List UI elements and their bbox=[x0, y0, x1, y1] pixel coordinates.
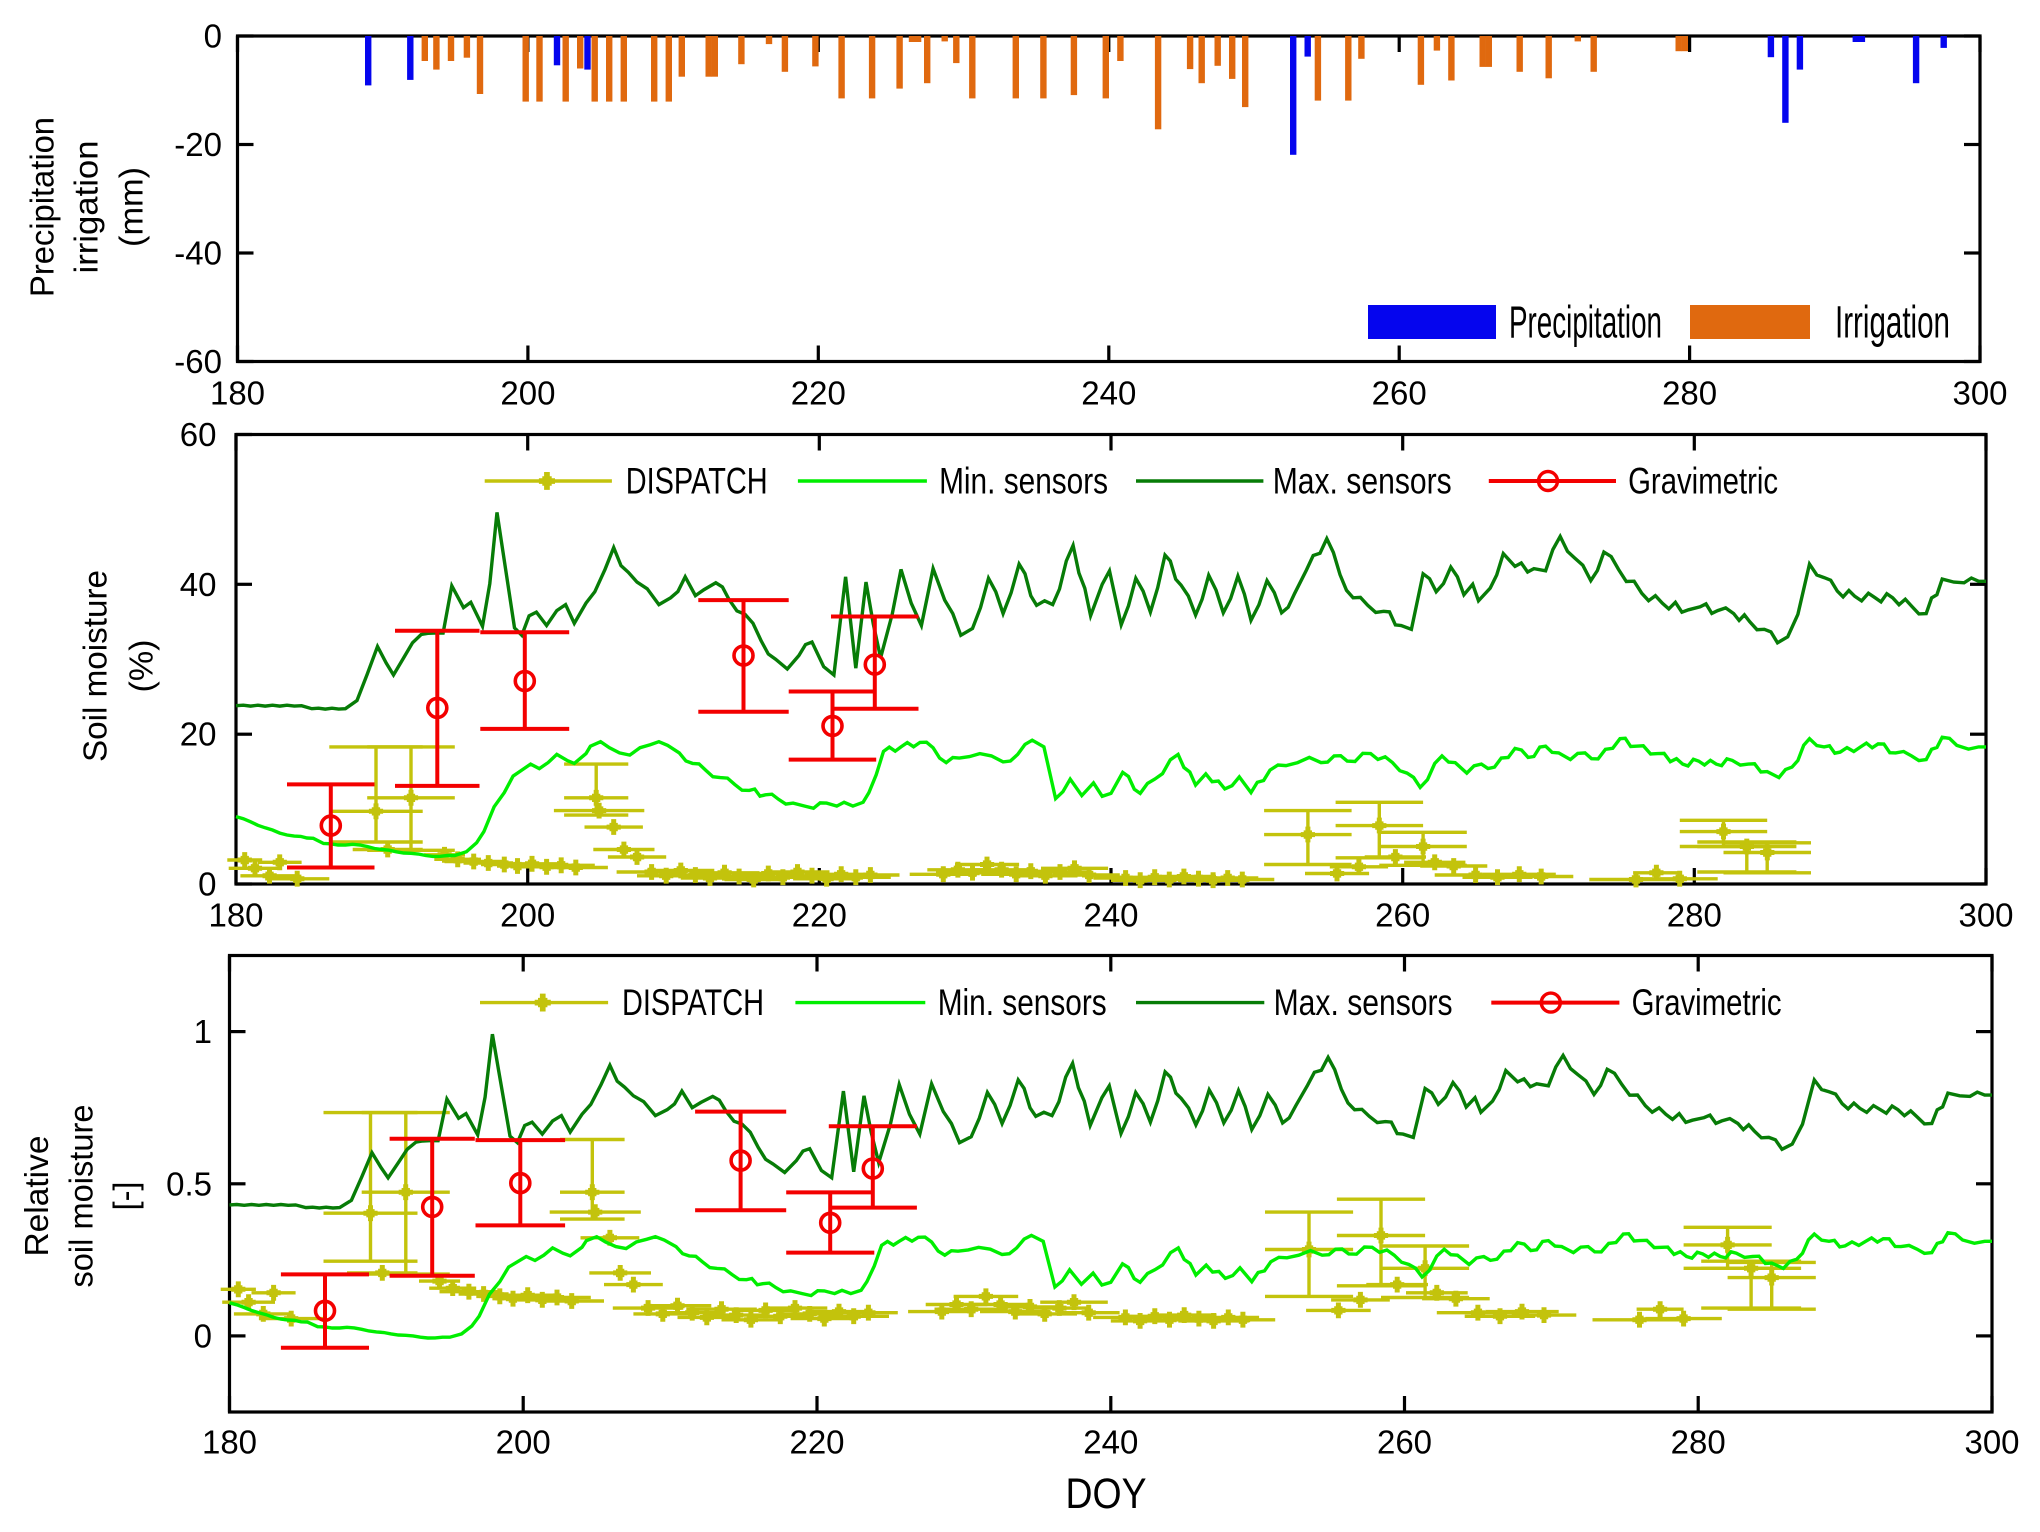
svg-text:180: 180 bbox=[210, 375, 265, 412]
svg-text:180: 180 bbox=[208, 897, 263, 934]
svg-text:0.5: 0.5 bbox=[166, 1165, 212, 1202]
svg-text:180: 180 bbox=[202, 1424, 257, 1461]
svg-text:300: 300 bbox=[1952, 375, 2007, 412]
svg-text:300: 300 bbox=[1958, 897, 2013, 934]
svg-text:Gravimetric: Gravimetric bbox=[1628, 461, 1778, 502]
svg-text:(mm): (mm) bbox=[113, 167, 150, 247]
svg-text:irrigation: irrigation bbox=[68, 141, 105, 274]
svg-text:0: 0 bbox=[194, 1317, 212, 1354]
svg-text:200: 200 bbox=[500, 375, 555, 412]
svg-text:260: 260 bbox=[1377, 1424, 1432, 1461]
svg-text:200: 200 bbox=[496, 1424, 551, 1461]
svg-text:220: 220 bbox=[792, 897, 847, 934]
svg-text:Soil moisture: Soil moisture bbox=[77, 570, 114, 762]
svg-text:DISPATCH: DISPATCH bbox=[626, 461, 768, 502]
svg-text:-20: -20 bbox=[174, 126, 222, 163]
svg-text:-60: -60 bbox=[174, 343, 222, 380]
svg-text:(%): (%) bbox=[123, 640, 160, 693]
svg-text:280: 280 bbox=[1662, 375, 1717, 412]
svg-text:240: 240 bbox=[1083, 897, 1138, 934]
svg-text:60: 60 bbox=[180, 416, 217, 453]
svg-text:240: 240 bbox=[1083, 1424, 1138, 1461]
svg-text:Max. sensors: Max. sensors bbox=[1273, 461, 1452, 502]
svg-text:Precipitation: Precipitation bbox=[1509, 297, 1662, 348]
svg-text:20: 20 bbox=[180, 716, 217, 753]
svg-text:280: 280 bbox=[1667, 897, 1722, 934]
svg-text:Min. sensors: Min. sensors bbox=[939, 461, 1108, 502]
svg-text:Precipitation: Precipitation bbox=[24, 117, 61, 297]
svg-text:Max. sensors: Max. sensors bbox=[1274, 982, 1453, 1023]
svg-text:Irrigation: Irrigation bbox=[1835, 297, 1950, 348]
svg-text:[-]: [-] bbox=[107, 1182, 144, 1211]
svg-text:220: 220 bbox=[791, 375, 846, 412]
svg-text:Relative: Relative bbox=[18, 1136, 55, 1257]
svg-text:200: 200 bbox=[500, 897, 555, 934]
svg-text:DISPATCH: DISPATCH bbox=[622, 982, 764, 1023]
svg-text:-40: -40 bbox=[174, 235, 222, 272]
svg-text:260: 260 bbox=[1375, 897, 1430, 934]
svg-text:40: 40 bbox=[180, 566, 217, 603]
svg-text:1: 1 bbox=[194, 1013, 212, 1050]
svg-text:0: 0 bbox=[198, 866, 216, 903]
svg-text:Gravimetric: Gravimetric bbox=[1632, 982, 1782, 1023]
svg-text:DOY: DOY bbox=[1066, 1470, 1147, 1518]
svg-text:280: 280 bbox=[1671, 1424, 1726, 1461]
svg-text:260: 260 bbox=[1372, 375, 1427, 412]
svg-text:0: 0 bbox=[204, 18, 222, 55]
svg-text:300: 300 bbox=[1964, 1424, 2019, 1461]
svg-text:220: 220 bbox=[789, 1424, 844, 1461]
svg-text:soil moisture: soil moisture bbox=[63, 1105, 100, 1288]
svg-text:240: 240 bbox=[1081, 375, 1136, 412]
svg-text:Min. sensors: Min. sensors bbox=[938, 982, 1107, 1023]
